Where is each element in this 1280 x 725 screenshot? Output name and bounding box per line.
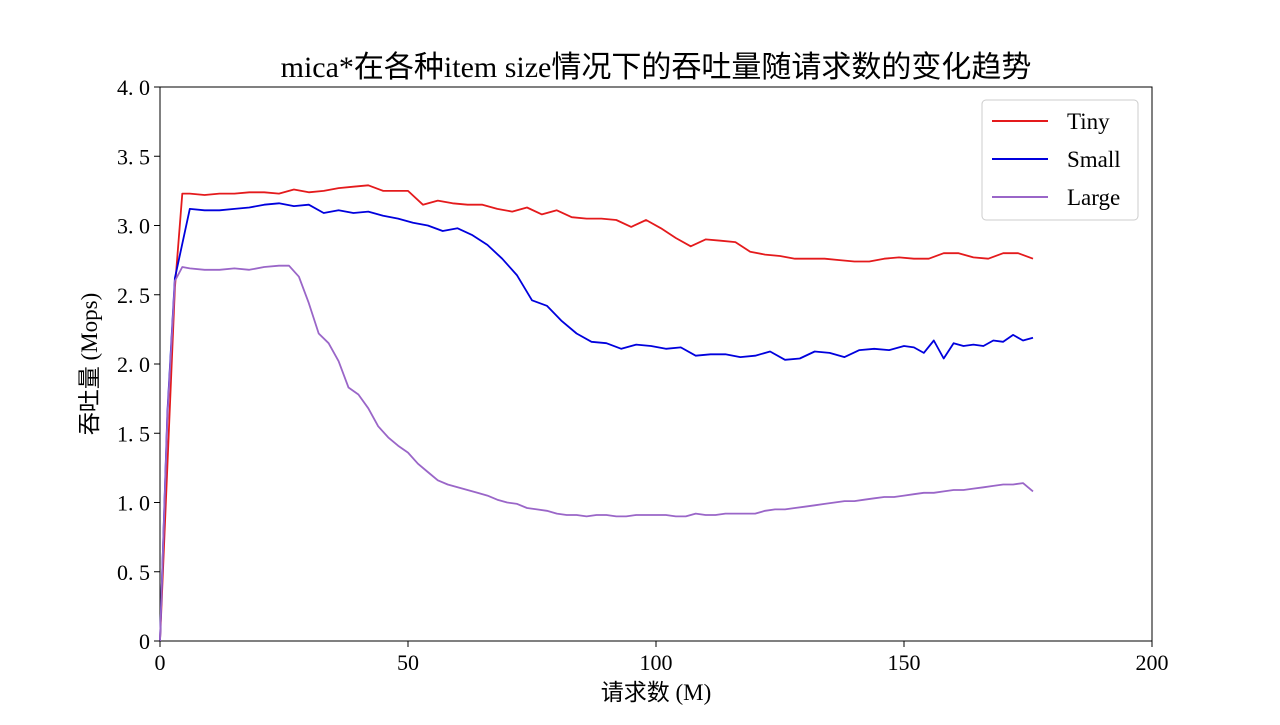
- x-tick-label: 100: [640, 650, 673, 675]
- x-tick-label: 150: [888, 650, 921, 675]
- legend-box: [981, 99, 1139, 221]
- legend-label-small: Small: [1067, 147, 1121, 172]
- y-tick-label: 1. 0: [117, 491, 150, 516]
- y-tick-label: 3. 0: [117, 214, 150, 239]
- legend: Tiny Small Large: [981, 99, 1139, 221]
- series-line-small: [159, 202, 1034, 642]
- series-layer: [159, 184, 1034, 642]
- series-line-tiny: [159, 184, 1034, 642]
- y-axis: 0 0. 5 1. 0 1. 5 2. 0 2. 5 3. 0 3. 5 4. 0: [117, 75, 160, 654]
- legend-label-tiny: Tiny: [1067, 109, 1110, 134]
- legend-label-large: Large: [1067, 185, 1120, 210]
- y-tick-label: 4. 0: [117, 75, 150, 100]
- y-tick-label: 3. 5: [117, 144, 150, 169]
- chart-title: mica*在各种item size情况下的吞吐量随请求数的变化趋势: [281, 51, 1032, 84]
- x-axis-label: 请求数 (M): [601, 680, 712, 705]
- x-tick-label: 200: [1136, 650, 1169, 675]
- y-axis-label: 吞吐量 (Mops): [77, 293, 102, 435]
- x-axis: 0 50 100 150 200: [155, 641, 1169, 675]
- y-tick-label: 0. 5: [117, 560, 150, 585]
- y-tick-label: 2. 5: [117, 283, 150, 308]
- series-line-large: [159, 264, 1034, 642]
- x-tick-label: 50: [397, 650, 419, 675]
- y-tick-label: 0: [139, 629, 150, 654]
- x-tick-label: 0: [155, 650, 166, 675]
- y-tick-label: 2. 0: [117, 352, 150, 377]
- y-tick-label: 1. 5: [117, 421, 150, 446]
